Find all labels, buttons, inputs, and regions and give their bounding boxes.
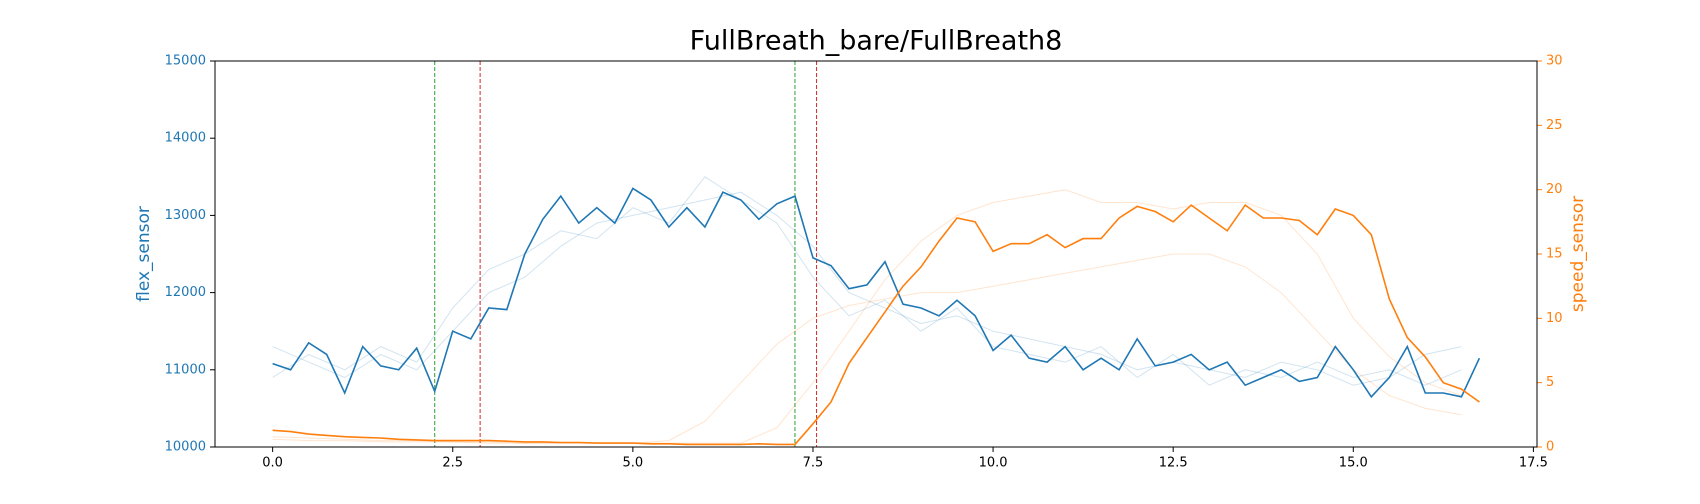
x-tick-label: 2.5 (442, 456, 463, 471)
x-tick-label: 5.0 (623, 456, 644, 471)
series-line (272, 187, 1481, 399)
x-tick-label: 15.0 (1339, 456, 1368, 471)
chart-title: FullBreath_bare/FullBreath8 (690, 26, 1063, 57)
plot-frame (214, 60, 1538, 448)
y-tick-label: 13000 (165, 208, 206, 223)
y2-tick-label: 0 (1546, 440, 1554, 455)
y-tick-label: 11000 (165, 362, 206, 377)
y2-axis-label: speed_sensor (1568, 196, 1588, 312)
series-line (272, 253, 1462, 444)
series-line (272, 191, 1462, 386)
y-axis-label: flex_sensor (134, 206, 154, 302)
y-tick-label: 14000 (165, 131, 206, 146)
series-line (272, 203, 1480, 446)
y-tick-label: 12000 (165, 285, 206, 300)
x-tick-label: 17.5 (1519, 456, 1548, 471)
x-tick-label: 7.5 (803, 456, 824, 471)
x-tick-label: 12.5 (1159, 456, 1188, 471)
x-tick-label: 0.0 (262, 456, 283, 471)
y2-tick-label: 5 (1546, 375, 1554, 390)
y-tick-label: 15000 (165, 54, 206, 69)
y2-tick-label: 10 (1546, 311, 1563, 326)
series-line (272, 189, 1462, 444)
y2-tick-label: 25 (1546, 118, 1563, 133)
y2-tick-label: 15 (1546, 247, 1563, 262)
y-tick-label: 10000 (165, 440, 206, 455)
y2-tick-label: 30 (1546, 54, 1563, 69)
x-tick-label: 10.0 (979, 456, 1008, 471)
y2-tick-label: 20 (1546, 182, 1563, 197)
series-line (272, 176, 1462, 386)
